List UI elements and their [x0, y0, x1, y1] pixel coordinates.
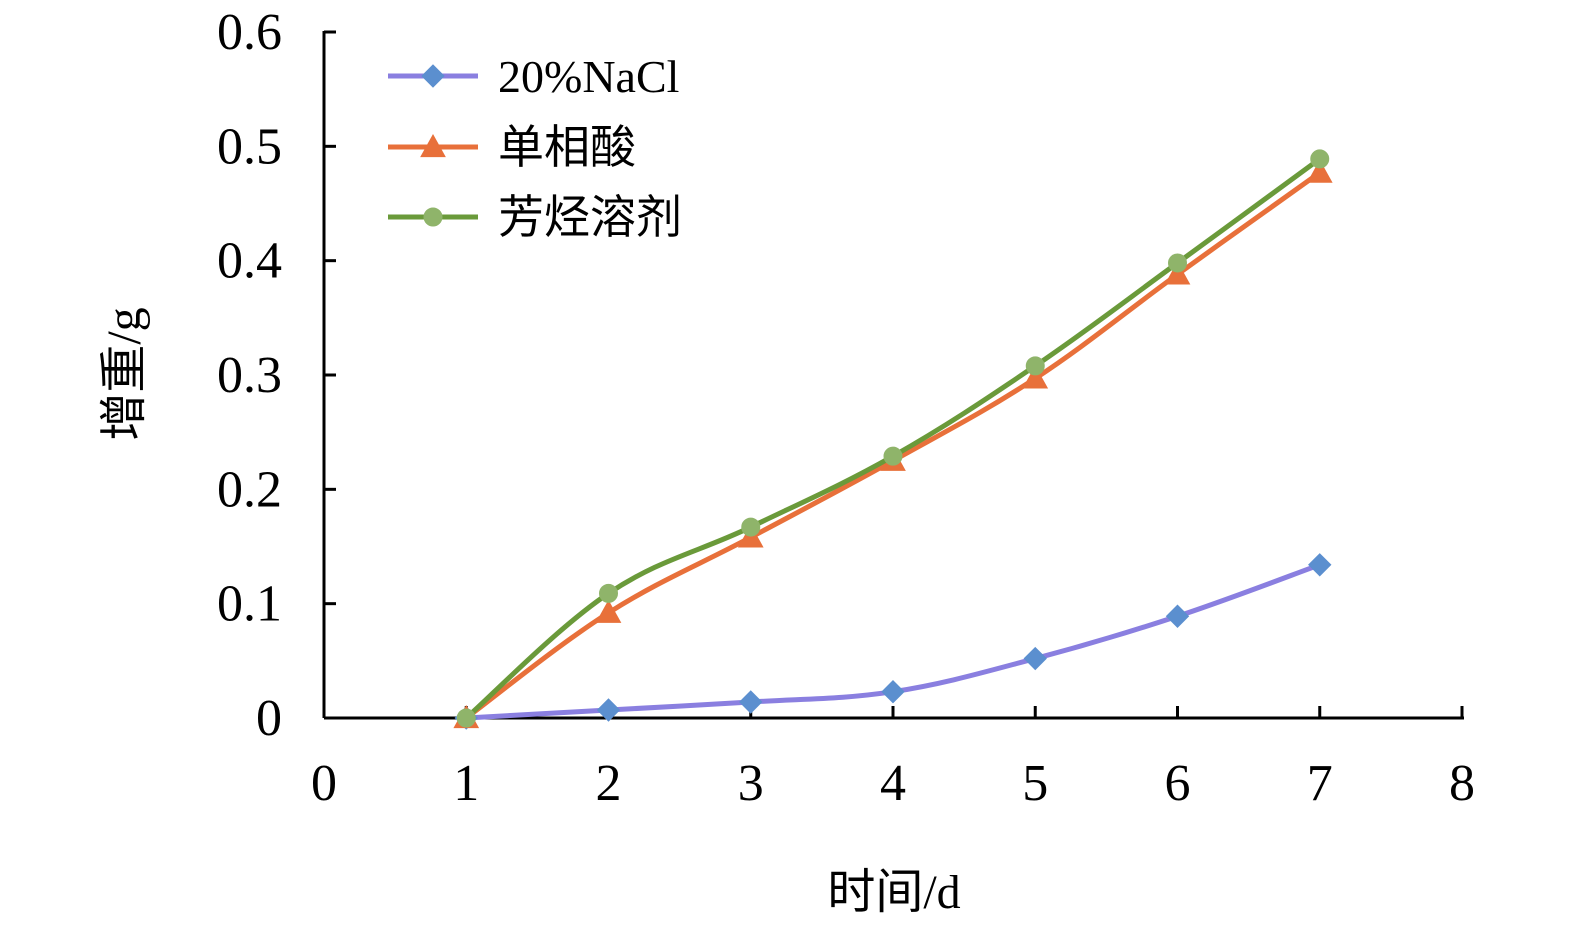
data-point: [1164, 261, 1191, 285]
x-tick-label: 8: [1449, 755, 1475, 812]
y-axis-title: 增重/g: [98, 307, 151, 440]
x-axis-ticks: 0 1 2 3 4 5 6 7 8: [311, 706, 1475, 812]
legend-label: 单相酸: [498, 122, 636, 173]
y-tick-label: 0: [256, 690, 282, 747]
legend-marker: [420, 133, 446, 158]
legend-item: 单相酸: [388, 122, 636, 173]
x-tick-label: 0: [311, 755, 337, 812]
x-tick-label: 2: [596, 755, 622, 812]
data-point: [1023, 646, 1047, 671]
x-tick-label: 7: [1307, 755, 1333, 812]
x-tick-label: 6: [1165, 755, 1191, 812]
legend-marker: [423, 207, 443, 227]
chart-axes: [322, 31, 1464, 720]
y-tick-label: 0.2: [217, 461, 282, 518]
data-point: [739, 690, 763, 714]
data-point: [599, 583, 618, 603]
data-point: [1306, 159, 1333, 183]
x-tick-label: 3: [738, 755, 764, 812]
legend-item: 20%NaCl: [388, 51, 679, 102]
data-point: [456, 708, 476, 728]
y-tick-label: 0.6: [217, 4, 282, 61]
data-point: [881, 679, 905, 704]
data-point: [1310, 149, 1330, 169]
y-tick-label: 0.3: [217, 347, 282, 404]
x-tick-label: 5: [1022, 755, 1048, 812]
data-point: [1022, 365, 1049, 389]
x-tick-label: 4: [880, 755, 906, 812]
legend-label: 芳烃溶剂: [498, 192, 682, 243]
legend-label: 20%NaCl: [498, 51, 679, 102]
y-tick-label: 0.5: [217, 118, 282, 175]
y-axis-ticks: 0 0.1 0.2 0.3 0.4 0.5 0.6: [217, 4, 336, 747]
data-point: [595, 599, 622, 623]
series-layer: [453, 149, 1333, 730]
legend-item: 芳烃溶剂: [388, 192, 682, 243]
series-0: [454, 553, 1332, 730]
data-point: [741, 517, 761, 537]
data-point: [1308, 553, 1332, 577]
y-tick-label: 0.4: [217, 233, 282, 290]
series-2: [456, 149, 1330, 728]
legend-marker: [421, 64, 445, 88]
data-point: [1165, 604, 1190, 628]
data-point: [596, 698, 621, 722]
y-tick-label: 0.1: [217, 576, 282, 633]
data-point: [883, 446, 903, 466]
data-point: [1168, 253, 1187, 273]
data-point: [1025, 356, 1045, 376]
x-axis-title: 时间/d: [827, 866, 960, 919]
x-tick-label: 1: [453, 755, 479, 812]
